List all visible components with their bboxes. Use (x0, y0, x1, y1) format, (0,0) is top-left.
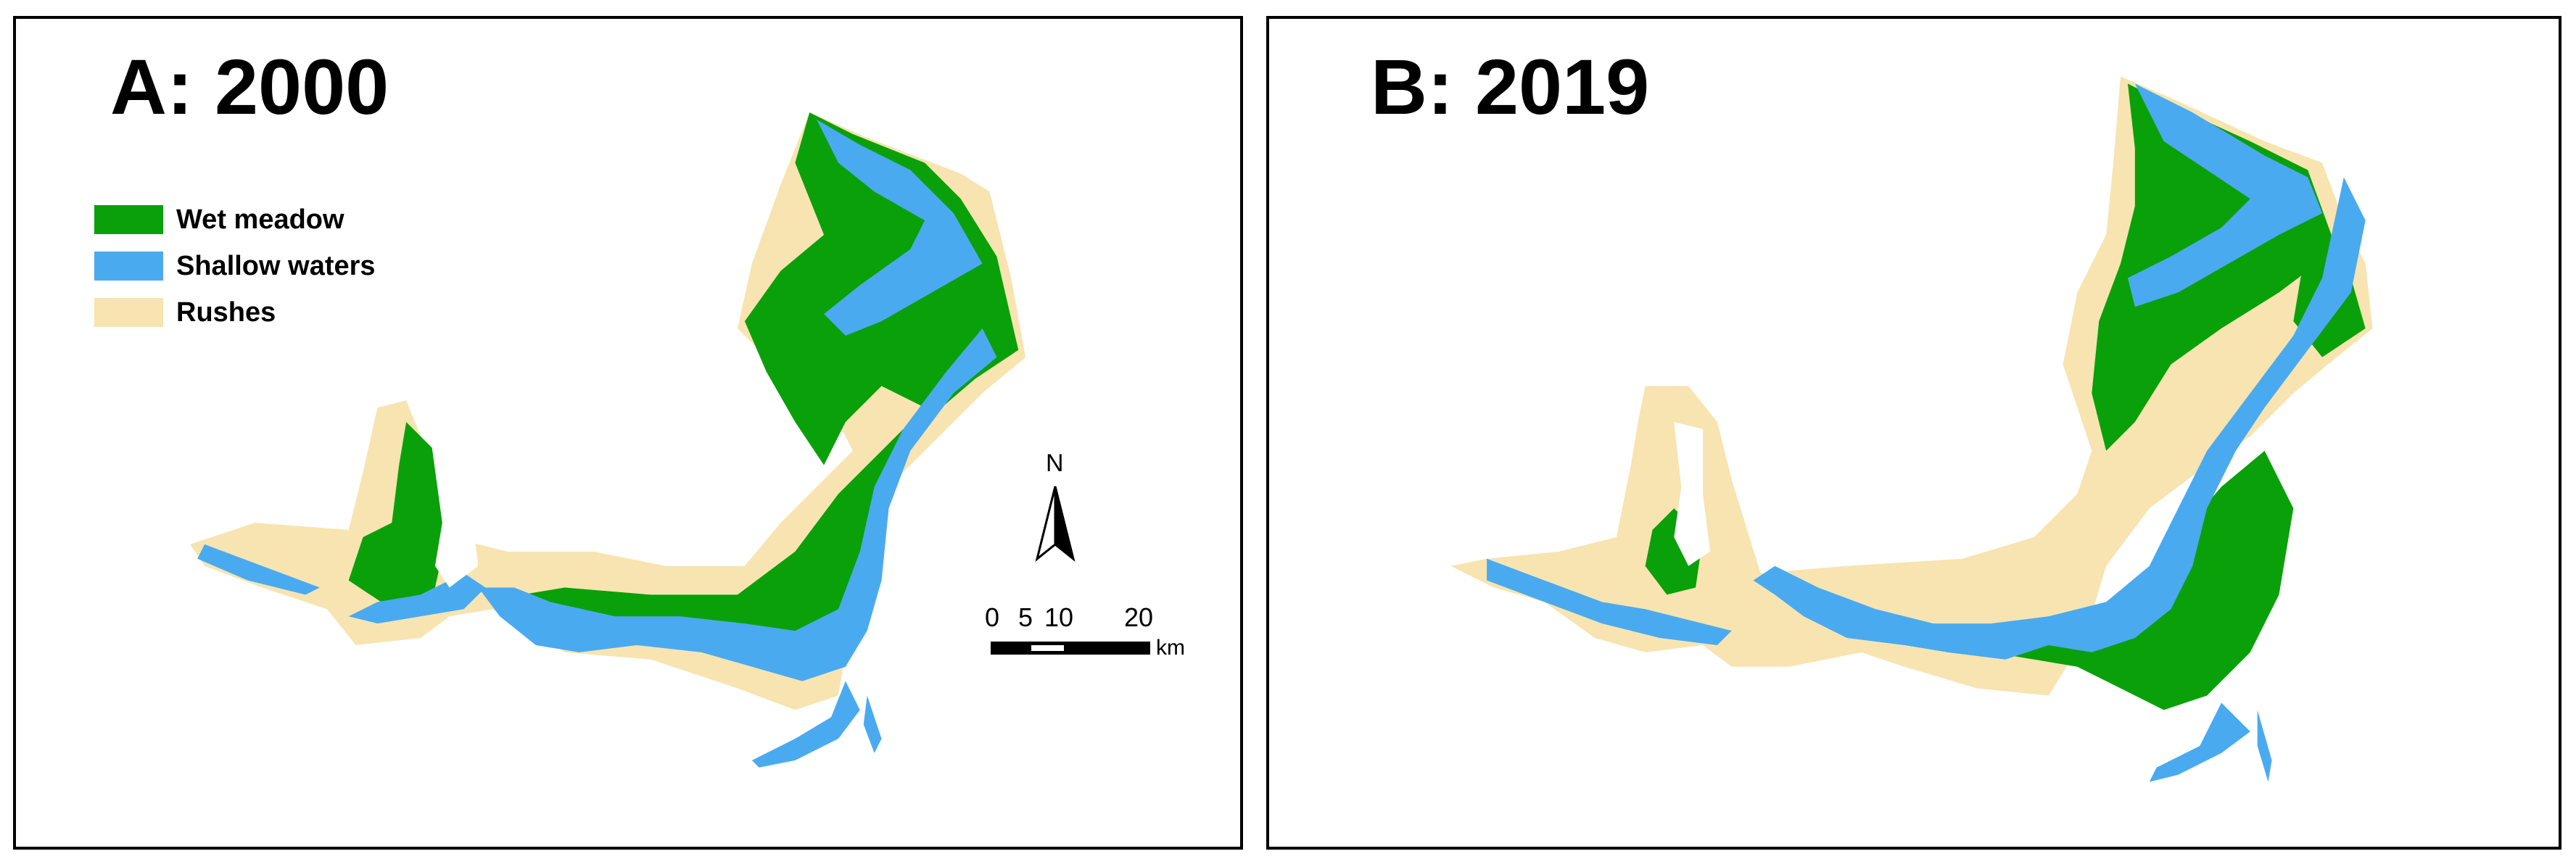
wet-meadow-area (521, 112, 1019, 667)
legend-label: Shallow waters (176, 250, 376, 281)
scale-tick-5: 5 (1018, 602, 1033, 632)
wetland-map-2019 (1450, 76, 2373, 782)
map-panel-2019: B: 2019 (1266, 16, 2561, 850)
map-panel-2000: A: 2000 Wet meadow Shallow waters Rushes… (13, 16, 1243, 850)
legend-item-wet-meadow: Wet meadow (94, 196, 376, 243)
north-arrow-icon (1035, 486, 1076, 562)
shallow-waters-area (817, 120, 983, 336)
panel-title: B: 2019 (1371, 43, 1650, 130)
scale-tick-0: 0 (985, 602, 1000, 632)
north-arrow: N (1030, 449, 1095, 577)
scale-tick-10: 10 (1044, 602, 1074, 632)
scale-unit: km (1156, 636, 1185, 660)
legend-swatch (94, 252, 163, 281)
legend-label: Wet meadow (176, 204, 344, 235)
legend-item-rushes: Rushes (94, 289, 376, 336)
scale-tick-20: 20 (1124, 602, 1154, 632)
panel-title: A: 2000 (110, 43, 389, 130)
legend-swatch (94, 298, 163, 327)
shallow-waters-area (2127, 83, 2323, 307)
scale-bar: 0 5 10 20 km (981, 602, 1220, 682)
wetland-map-2000 (190, 112, 1026, 768)
map-legend: Wet meadow Shallow waters Rushes (94, 196, 376, 336)
north-label: N (1046, 449, 1064, 477)
scale-bar-graphic (991, 642, 1150, 655)
legend-item-shallow-waters: Shallow waters (94, 243, 376, 289)
legend-label: Rushes (176, 296, 276, 328)
legend-swatch (94, 205, 163, 234)
